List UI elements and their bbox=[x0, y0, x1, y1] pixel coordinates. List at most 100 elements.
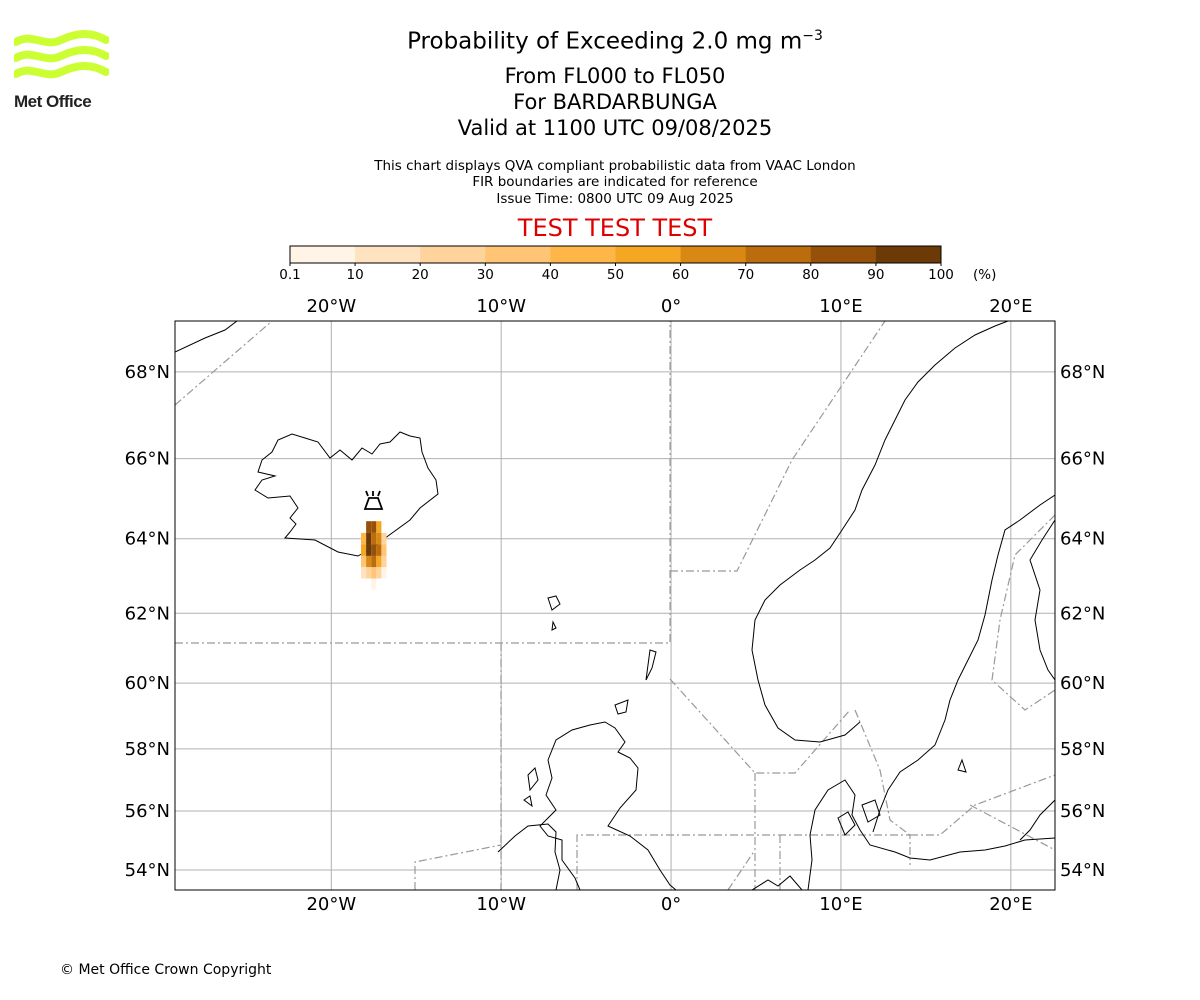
lon-label-bottom: 10°W bbox=[476, 894, 526, 915]
colorbar-segment bbox=[550, 246, 616, 263]
map-frame bbox=[174, 320, 1056, 891]
coastline-denmark-germany bbox=[807, 779, 1055, 890]
lon-label-top: 10°E bbox=[819, 296, 862, 317]
latitude-labels-left: 68°N 66°N 64°N 62°N 60°N 58°N 56°N 54°N bbox=[125, 362, 170, 881]
probability-cell bbox=[371, 544, 377, 556]
colorbar-segment bbox=[680, 246, 747, 263]
fir-boundary-channel bbox=[576, 834, 911, 890]
lat-label-right: 54°N bbox=[1060, 860, 1105, 881]
lat-label-left: 60°N bbox=[125, 673, 170, 694]
fir-boundary-baltic-east bbox=[969, 804, 1055, 851]
colorbar-tick-label: 40 bbox=[542, 267, 559, 283]
colorbar-tick-label: 60 bbox=[672, 267, 689, 283]
chart-title: Probability of Exceeding 2.0 mg m−3 bbox=[0, 28, 1200, 55]
chart-title-superscript: −3 bbox=[802, 28, 823, 44]
lat-label-right: 58°N bbox=[1060, 739, 1105, 760]
lat-label-right: 64°N bbox=[1060, 529, 1105, 550]
lon-label-bottom: 20°W bbox=[306, 894, 356, 915]
probability-cell bbox=[376, 555, 382, 568]
info-line-data-source: This chart displays QVA compliant probab… bbox=[374, 158, 856, 174]
colorbar: 0.1 10 20 30 40 50 60 70 80 90 100 (%) bbox=[279, 245, 996, 283]
info-line-fir: FIR boundaries are indicated for referen… bbox=[472, 174, 758, 190]
coastline-hebrides bbox=[523, 767, 539, 808]
latitude-labels-right: 68°N 66°N 64°N 62°N 60°N 58°N 56°N 54°N bbox=[1060, 362, 1105, 881]
probability-cell bbox=[366, 532, 372, 545]
fir-boundary-shanwick-north bbox=[175, 321, 671, 644]
graticule bbox=[175, 321, 1055, 890]
lat-label-right: 68°N bbox=[1060, 362, 1105, 383]
probability-cell bbox=[381, 555, 387, 568]
probability-cell bbox=[371, 567, 377, 579]
info-line-issue-time: Issue Time: 0800 UTC 09 Aug 2025 bbox=[496, 191, 734, 207]
longitude-labels-top: 20°W 10°W 0° 10°E 20°E bbox=[306, 296, 1032, 317]
colorbar-segment bbox=[745, 246, 812, 263]
colorbar-segment bbox=[420, 246, 486, 263]
logo-text: Met Office bbox=[14, 92, 92, 111]
coastline-scotland bbox=[547, 721, 677, 890]
colorbar-segment bbox=[355, 246, 421, 263]
probability-cell bbox=[361, 567, 367, 579]
lat-label-left: 56°N bbox=[125, 801, 170, 822]
colorbar-tick-label: 70 bbox=[737, 267, 754, 283]
coastline-faroe bbox=[547, 595, 561, 631]
longitude-labels-bottom: 20°W 10°W 0° 10°E 20°E bbox=[306, 894, 1032, 915]
met-office-logo-icon bbox=[14, 30, 109, 79]
colorbar-segment bbox=[290, 246, 356, 263]
colorbar-segment bbox=[810, 246, 877, 263]
colorbar-tick-label: 90 bbox=[867, 267, 884, 283]
probability-cell bbox=[366, 567, 372, 579]
probability-cell bbox=[366, 521, 372, 533]
colorbar-tick-label: 50 bbox=[607, 267, 624, 283]
lat-label-left: 68°N bbox=[125, 362, 170, 383]
coastline-gotland bbox=[1019, 799, 1055, 841]
volcano-icon bbox=[363, 490, 384, 510]
lon-label-top: 20°E bbox=[989, 296, 1032, 317]
coastline-iceland bbox=[254, 431, 439, 557]
lon-label-bottom: 10°E bbox=[819, 894, 862, 915]
probability-cell bbox=[381, 544, 387, 556]
coastline-norway bbox=[751, 321, 1009, 743]
lat-label-left: 58°N bbox=[125, 739, 170, 760]
probability-cell bbox=[366, 555, 372, 568]
fir-boundary-north-sea-east bbox=[670, 321, 886, 572]
lat-label-right: 60°N bbox=[1060, 673, 1105, 694]
probability-cell bbox=[371, 532, 377, 545]
colorbar-segment bbox=[615, 246, 682, 263]
colorbar-tick-label: 20 bbox=[412, 267, 429, 283]
colorbar-segment bbox=[485, 246, 551, 263]
lon-label-bottom: 0° bbox=[661, 894, 681, 915]
coastline-oland bbox=[957, 758, 967, 773]
copyright-notice: © Met Office Crown Copyright bbox=[60, 962, 272, 978]
probability-cell bbox=[361, 544, 367, 556]
probability-cell bbox=[376, 544, 382, 556]
lat-label-left: 64°N bbox=[125, 529, 170, 550]
coastline-netherlands bbox=[751, 875, 803, 890]
lon-label-top: 20°W bbox=[306, 296, 356, 317]
subtitle-flight-levels: From FL000 to FL050 bbox=[504, 64, 726, 88]
probability-cell bbox=[381, 567, 387, 579]
colorbar-segment bbox=[875, 246, 942, 263]
lon-label-top: 10°W bbox=[476, 296, 526, 317]
probability-cell bbox=[371, 555, 377, 568]
colorbar-tick-label: 30 bbox=[477, 267, 494, 283]
coastline-finland bbox=[1029, 519, 1055, 681]
probability-cell bbox=[376, 567, 382, 579]
fir-boundary-baltic bbox=[910, 774, 1055, 836]
lon-label-top: 0° bbox=[661, 296, 681, 317]
fir-boundary-scottish-south bbox=[414, 844, 502, 890]
fir-boundary-denmark bbox=[854, 709, 911, 836]
probability-cell bbox=[376, 521, 382, 533]
lat-label-right: 66°N bbox=[1060, 449, 1105, 470]
probability-cell bbox=[381, 532, 387, 545]
probability-cell bbox=[361, 532, 367, 545]
colorbar-tick-label: 10 bbox=[347, 267, 364, 283]
lat-label-left: 54°N bbox=[125, 860, 170, 881]
lon-label-bottom: 20°E bbox=[989, 894, 1032, 915]
subtitle-valid-time: Valid at 1100 UTC 09/08/2025 bbox=[457, 116, 773, 140]
test-banner: TEST TEST TEST bbox=[517, 214, 713, 242]
map-background bbox=[175, 321, 1055, 890]
probability-cell bbox=[371, 578, 377, 590]
lat-label-left: 62°N bbox=[125, 603, 170, 624]
lat-label-right: 62°N bbox=[1060, 603, 1105, 624]
